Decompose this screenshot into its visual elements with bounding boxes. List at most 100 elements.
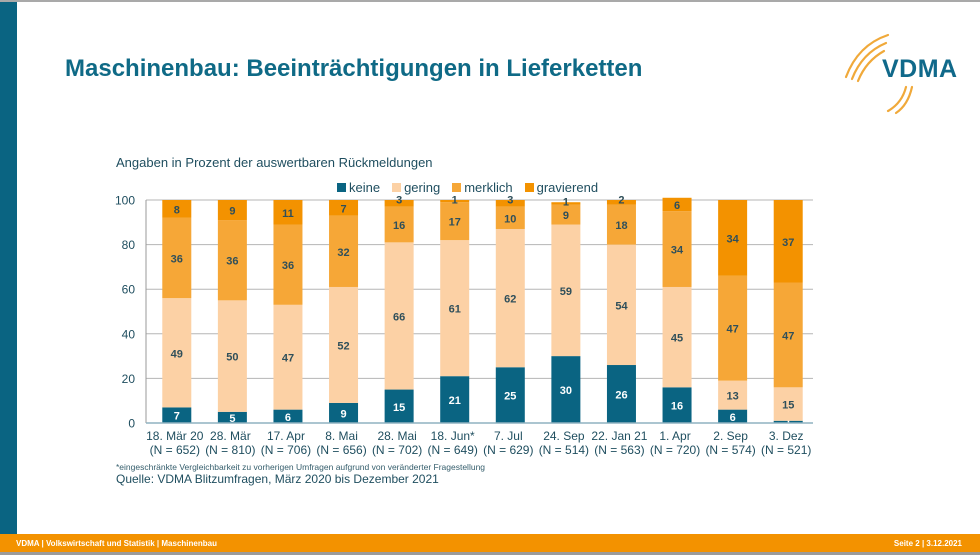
data-label-merklich: 16 xyxy=(393,220,405,232)
x-tick-sample-size: (N = 574) xyxy=(705,443,755,457)
data-label-gering: 49 xyxy=(171,348,183,360)
data-label-merklich: 17 xyxy=(449,217,461,229)
legend-label-gering: gering xyxy=(404,180,441,195)
data-label-merklich: 32 xyxy=(337,247,349,259)
legend-item-gravierend: gravierend xyxy=(524,180,599,195)
bar-segment-gravierend xyxy=(606,200,636,205)
y-tick-label: 60 xyxy=(122,283,136,297)
x-tick-label: 22. Jan 21 xyxy=(591,429,647,443)
bar-segment-keine xyxy=(773,420,803,423)
x-tick-sample-size: (N = 706) xyxy=(261,443,311,457)
bar-segment-keine xyxy=(551,356,581,423)
legend-item-gering: gering xyxy=(392,180,440,195)
x-tick-sample-size: (N = 652) xyxy=(150,443,200,457)
bar-segment-merklich xyxy=(718,275,748,381)
bar-segment-merklich xyxy=(440,202,470,241)
top-border xyxy=(0,0,980,2)
bar-segment-gering xyxy=(718,380,748,410)
data-label-keine: 25 xyxy=(504,391,516,403)
legend-label-merklich: merklich xyxy=(464,180,513,195)
data-label-gering: 13 xyxy=(727,391,739,403)
data-label-gering: 66 xyxy=(393,311,405,323)
bar-segment-keine xyxy=(162,407,192,423)
x-tick-label: 7. Jul xyxy=(494,429,523,443)
source-note: Quelle: VDMA Blitzumfragen, März 2020 bi… xyxy=(116,472,439,486)
data-label-keine: 30 xyxy=(560,385,572,397)
data-label-merklich: 34 xyxy=(671,245,684,257)
legend-item-merklich: merklich xyxy=(452,180,513,195)
x-tick-sample-size: (N = 649) xyxy=(428,443,478,457)
data-label-keine: 21 xyxy=(449,395,461,407)
x-tick-sample-size: (N = 629) xyxy=(483,443,533,457)
bar-segment-gering xyxy=(551,224,581,357)
x-tick-label: 28. Mär xyxy=(210,429,251,443)
bar-segment-gering xyxy=(217,300,247,412)
y-tick-label: 0 xyxy=(128,417,135,431)
data-label-gering: 15 xyxy=(782,400,794,412)
data-label-gering: 54 xyxy=(615,300,628,312)
bar-segment-gering xyxy=(440,240,470,377)
bar-segment-gering xyxy=(162,298,192,408)
bar-segment-gravierend xyxy=(551,202,581,205)
x-tick-label: 28. Mai xyxy=(377,429,416,443)
data-label-keine: 5 xyxy=(229,413,235,425)
data-label-keine: 1 xyxy=(785,415,791,427)
bar-segment-gering xyxy=(329,286,359,403)
x-tick-sample-size: (N = 720) xyxy=(650,443,700,457)
data-label-keine: 26 xyxy=(615,390,627,402)
data-label-merklich: 18 xyxy=(615,220,627,232)
bar-segment-merklich xyxy=(662,211,692,287)
data-label-merklich: 36 xyxy=(226,256,238,268)
x-tick-label: 24. Sep xyxy=(543,429,585,443)
chart-subtitle: Angaben in Prozent der auswertbaren Rück… xyxy=(116,155,433,170)
data-label-keine: 15 xyxy=(393,402,405,414)
data-label-keine: 6 xyxy=(730,412,736,424)
footer-left-text: VDMA | Volkswirtschaft und Statistik | M… xyxy=(16,539,217,548)
data-label-gravierend: 6 xyxy=(674,200,680,212)
slide-title: Maschinenbau: Beeinträchtigungen in Lief… xyxy=(65,55,643,82)
bar-segment-merklich xyxy=(273,224,303,305)
data-label-keine: 6 xyxy=(285,412,291,424)
bar-segment-gering xyxy=(384,242,414,390)
data-label-merklich: 36 xyxy=(282,260,294,272)
x-tick-sample-size: (N = 514) xyxy=(539,443,589,457)
bar-segment-gering xyxy=(273,304,303,410)
bar-segment-gravierend xyxy=(495,200,525,207)
x-tick-label: 8. Mai xyxy=(325,429,358,443)
bar-segment-keine xyxy=(606,365,636,423)
legend-item-keine: keine xyxy=(337,180,380,195)
bar-segment-gravierend xyxy=(329,200,359,216)
x-tick-sample-size: (N = 521) xyxy=(761,443,811,457)
x-tick-sample-size: (N = 810) xyxy=(205,443,255,457)
y-tick-label: 100 xyxy=(115,194,135,208)
legend-swatch-gravierend xyxy=(524,183,534,192)
legend-swatch-keine xyxy=(337,183,346,192)
x-tick-label: 18. Jun* xyxy=(431,429,475,443)
data-label-merklich: 47 xyxy=(782,330,794,342)
bar-segment-gering xyxy=(773,387,803,421)
bar-segment-gravierend xyxy=(273,200,303,225)
legend-swatch-gering xyxy=(392,183,402,192)
data-label-gravierend: 8 xyxy=(174,204,180,216)
bar-segment-gering xyxy=(606,244,636,366)
x-tick-sample-size: (N = 656) xyxy=(316,443,366,457)
data-label-merklich: 9 xyxy=(563,210,569,222)
bar-segment-gravierend xyxy=(718,200,748,276)
legend-label-keine: keine xyxy=(349,180,381,195)
bar-segment-gering xyxy=(495,228,525,368)
data-label-keine: 16 xyxy=(671,401,683,413)
y-tick-label: 80 xyxy=(122,238,136,252)
data-label-gravierend: 9 xyxy=(229,206,235,218)
data-label-gering: 61 xyxy=(449,304,461,316)
footer-page-date: Seite 2 | 3.12.2021 xyxy=(893,539,962,548)
x-tick-label: 18. Mär 20 xyxy=(146,429,204,443)
legend-label-gravierend: gravierend xyxy=(536,180,599,195)
legend-swatch-merklich xyxy=(452,183,462,192)
bar-segment-keine xyxy=(662,387,692,423)
bar-segment-gravierend xyxy=(440,200,470,203)
bar-segment-gravierend xyxy=(773,200,803,283)
left-accent-bar xyxy=(0,2,17,534)
bottom-border xyxy=(0,552,980,555)
data-label-gravierend: 2 xyxy=(618,195,624,207)
